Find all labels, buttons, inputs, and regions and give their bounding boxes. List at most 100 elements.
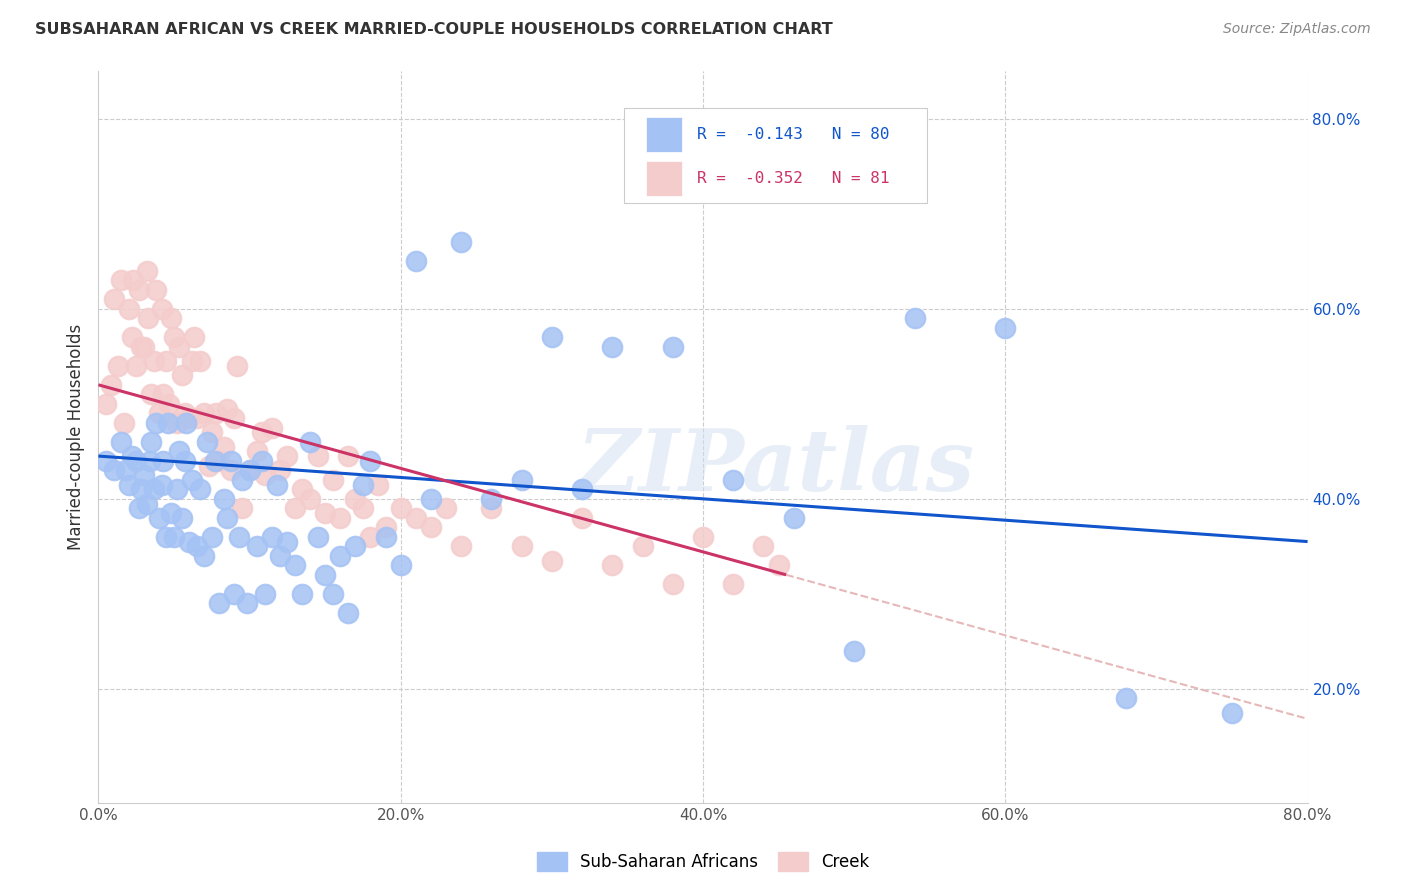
Point <box>374 530 396 544</box>
Point <box>420 520 443 534</box>
Point <box>994 321 1017 335</box>
Point <box>186 411 208 425</box>
Point <box>141 434 163 449</box>
Point <box>125 359 148 373</box>
Point <box>510 473 533 487</box>
Point <box>367 477 389 491</box>
Point <box>226 359 249 373</box>
Point <box>159 397 181 411</box>
Point <box>246 539 269 553</box>
Point <box>602 558 624 573</box>
Point <box>344 539 367 553</box>
Point <box>540 553 562 567</box>
Y-axis label: Married-couple Households: Married-couple Households <box>66 324 84 550</box>
Point <box>661 340 683 354</box>
Point <box>215 401 238 416</box>
Point <box>155 530 177 544</box>
Point <box>723 473 745 487</box>
Point <box>125 454 148 468</box>
Point <box>107 359 129 373</box>
Point <box>692 530 714 544</box>
Point <box>150 301 173 316</box>
Point <box>173 406 195 420</box>
Point <box>208 596 231 610</box>
Point <box>204 454 226 468</box>
Point <box>450 235 472 250</box>
Point <box>571 483 593 497</box>
Point <box>307 449 329 463</box>
Point <box>291 587 314 601</box>
Point <box>145 283 167 297</box>
Point <box>224 411 246 425</box>
Point <box>291 483 314 497</box>
Point <box>132 468 155 483</box>
Point <box>336 449 359 463</box>
Point <box>205 406 228 420</box>
Point <box>143 483 166 497</box>
Point <box>239 463 262 477</box>
Point <box>160 311 183 326</box>
Point <box>163 330 186 344</box>
Point <box>167 340 190 354</box>
Text: R =  -0.352   N = 81: R = -0.352 N = 81 <box>697 170 890 186</box>
Point <box>266 477 288 491</box>
Point <box>631 539 654 553</box>
Point <box>307 530 329 544</box>
Point <box>221 463 243 477</box>
Point <box>389 558 412 573</box>
Point <box>121 330 143 344</box>
Point <box>188 483 211 497</box>
Point <box>1220 706 1243 720</box>
Point <box>103 463 125 477</box>
Point <box>94 397 117 411</box>
Point <box>228 530 250 544</box>
Point <box>132 340 155 354</box>
Point <box>250 454 273 468</box>
Point <box>352 501 374 516</box>
Point <box>723 577 745 591</box>
Point <box>128 283 150 297</box>
Point <box>145 416 167 430</box>
Point <box>195 434 218 449</box>
Point <box>276 534 298 549</box>
Point <box>540 330 562 344</box>
Point <box>167 444 190 458</box>
Point <box>250 425 273 440</box>
Text: ZIPatlas: ZIPatlas <box>576 425 974 508</box>
Point <box>122 273 145 287</box>
Point <box>253 587 276 601</box>
Point <box>602 340 624 354</box>
Point <box>269 549 291 563</box>
Point <box>128 501 150 516</box>
Point <box>201 425 224 440</box>
Point <box>110 273 132 287</box>
Point <box>100 377 122 392</box>
Point <box>450 539 472 553</box>
Point <box>360 530 382 544</box>
Point <box>262 530 284 544</box>
Point <box>212 491 235 506</box>
Point <box>181 354 204 368</box>
Point <box>174 416 197 430</box>
Point <box>118 301 141 316</box>
Point <box>284 558 307 573</box>
Point <box>170 368 193 383</box>
Point <box>148 406 170 420</box>
Point <box>181 473 204 487</box>
Point <box>420 491 443 506</box>
Point <box>179 411 201 425</box>
Point <box>434 501 457 516</box>
Point <box>188 354 211 368</box>
Point <box>269 463 291 477</box>
Point <box>329 549 352 563</box>
Point <box>336 606 359 620</box>
Point <box>156 416 179 430</box>
Point <box>322 473 344 487</box>
Point <box>231 501 253 516</box>
Point <box>481 491 503 506</box>
Point <box>160 506 183 520</box>
Point <box>193 549 215 563</box>
Point <box>299 491 322 506</box>
Point <box>314 506 336 520</box>
Bar <box>647 161 682 196</box>
